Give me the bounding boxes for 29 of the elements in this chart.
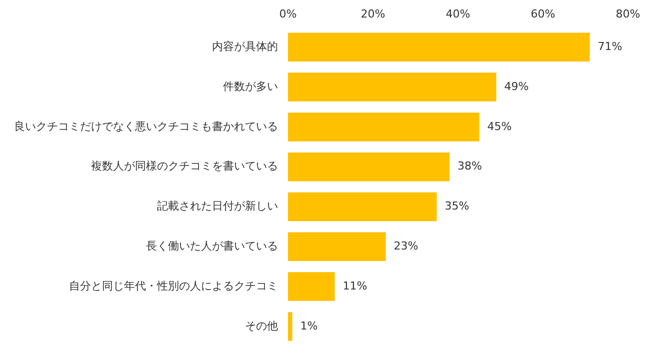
bar xyxy=(288,32,590,62)
data-label: 71% xyxy=(598,40,622,54)
data-label: 45% xyxy=(487,120,512,133)
y-tick-label: 内容が具体的 xyxy=(212,40,278,54)
x-tick-label: 60% xyxy=(530,7,556,20)
bar xyxy=(288,192,437,222)
bar xyxy=(288,152,450,182)
data-label: 38% xyxy=(458,160,482,173)
bar xyxy=(288,112,480,142)
bar xyxy=(288,72,496,102)
y-tick-label: 複数人が同様のクチコミを書いている xyxy=(91,160,278,173)
y-tick-label: 自分と同じ年代・性別の人によるクチコミ xyxy=(69,279,278,292)
x-tick-label: 80% xyxy=(616,7,640,20)
y-tick-label: 良いクチコミだけでなく悪いクチコミも書かれている xyxy=(14,120,278,133)
data-label: 23% xyxy=(394,240,418,253)
x-tick-label: 20% xyxy=(360,7,386,20)
data-label: 11% xyxy=(342,279,368,292)
y-tick-label: 長く働いた人が書いている xyxy=(146,240,278,253)
y-tick-label: 記載された日付が新しい xyxy=(157,200,278,213)
y-tick-label: 件数が多い xyxy=(223,80,278,93)
x-tick-label: 40% xyxy=(446,7,470,20)
bar xyxy=(288,312,292,341)
y-tick-label: その他 xyxy=(245,319,278,332)
x-tick-label: 0% xyxy=(279,7,297,20)
data-label: 35% xyxy=(444,200,470,213)
data-label: 49% xyxy=(504,80,529,93)
bar xyxy=(288,272,335,301)
data-label: 1% xyxy=(300,319,318,332)
bar xyxy=(288,232,386,262)
